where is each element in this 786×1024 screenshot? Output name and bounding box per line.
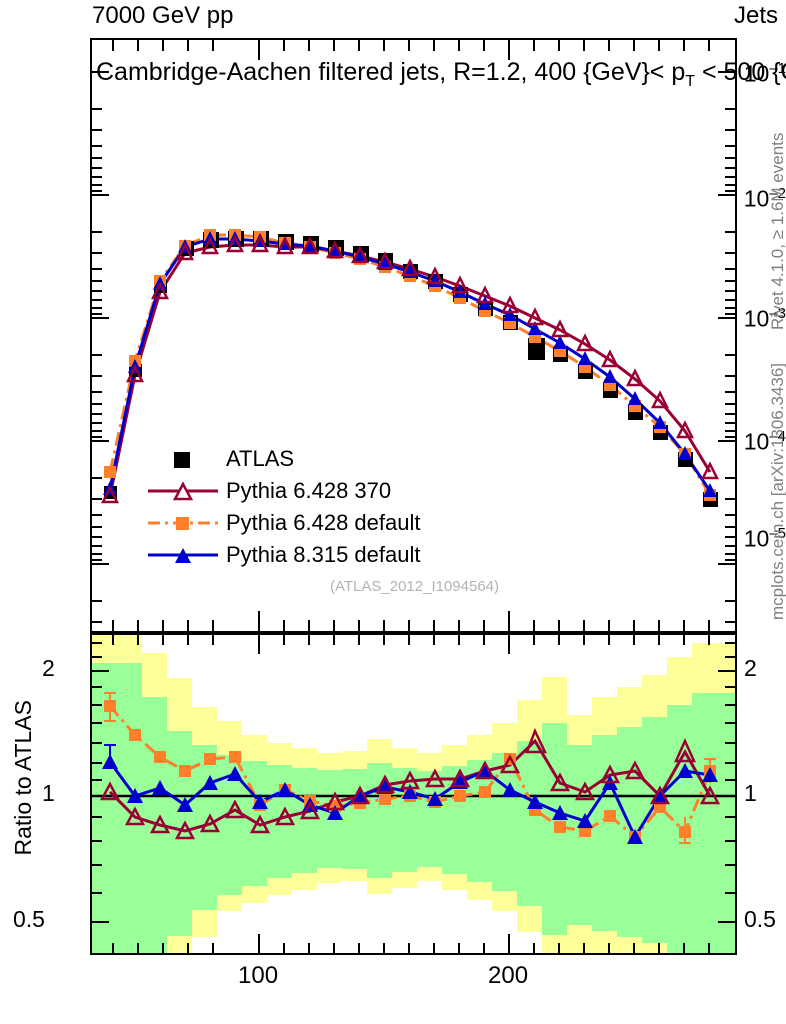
legend-label-pythia6-370: Pythia 6.428 370 xyxy=(226,478,392,503)
legend-label-pythia8-default: Pythia 8.315 default xyxy=(226,542,421,567)
main-x-ticks-bottom xyxy=(112,611,710,631)
ratio-x-ticks-top xyxy=(112,635,710,654)
ratio-y-tick-label-1: 1 xyxy=(42,780,55,806)
ratio-axis-label: Ratio to ATLAS xyxy=(10,700,36,856)
legend-swatch-atlas xyxy=(174,452,190,468)
main-x-ticks-top xyxy=(112,40,710,60)
legend-item-atlas[interactable]: ATLAS xyxy=(146,444,476,476)
y-tick-label-1e-5: 10–5 xyxy=(743,525,786,552)
ratio-y-tick-label-2: 2 xyxy=(42,655,55,681)
x-tick-label-200: 200 xyxy=(488,962,529,989)
collision-energy-label: 7000 GeV pp xyxy=(92,2,234,29)
analysis-id-watermark: (ATLAS_2012_I1094564) xyxy=(330,578,500,595)
mcplots-source-caption: mcplots.cern.ch [arXiv:1306.3436] xyxy=(768,362,786,620)
ratio-y-tick-label-0.5: 0.5 xyxy=(13,906,45,932)
ratio-y-tick-label-1-right: 1 xyxy=(744,780,757,806)
ratio-y-ticks xyxy=(92,642,735,923)
y-tick-label-1e-1: 10–1 xyxy=(743,60,786,87)
plot-title: Cambridge-Aachen filtered jets, R=1.2, 4… xyxy=(96,58,786,91)
legend-item-pythia8-default[interactable]: Pythia 8.315 default xyxy=(146,540,476,572)
legend-swatch-pythia6-default xyxy=(148,517,218,530)
y-tick-label-1e-3: 10–3 xyxy=(743,305,786,332)
y-tick-label-1e-4: 10–4 xyxy=(743,428,786,455)
legend-swatch-pythia8-default xyxy=(148,548,218,563)
y-tick-label-1e-2: 10–2 xyxy=(743,185,786,212)
legend: ATLAS Pythia 6.428 370 Pythia 6.428 defa… xyxy=(146,444,476,572)
main-plot-canvas xyxy=(92,40,735,631)
rivet-version-caption: Rivet 4.1.0, ≥ 1.6M events xyxy=(768,132,786,330)
plot-title-head: Cambridge-Aachen filtered jets, R=1.2, 4… xyxy=(96,58,686,86)
plot-title-subscript: T xyxy=(685,73,696,90)
series-markers-pythia6-370 xyxy=(100,234,720,504)
plot-title-tail: < 500 {GeV} xyxy=(701,58,786,86)
legend-label-pythia6-default: Pythia 6.428 default xyxy=(226,510,421,535)
ratio-errorbars-pythia8-default xyxy=(104,744,116,769)
main-y-ticks xyxy=(92,71,735,623)
legend-item-pythia6-370[interactable]: Pythia 6.428 370 xyxy=(146,476,476,508)
legend-label-atlas: ATLAS xyxy=(226,446,295,471)
legend-item-pythia6-default[interactable]: Pythia 6.428 default xyxy=(146,508,476,540)
analysis-category-label: Jets xyxy=(733,2,778,29)
ratio-x-ticks-bottom xyxy=(112,934,710,953)
ratio-markers-pythia6-370 xyxy=(99,727,721,840)
ratio-plot-canvas xyxy=(92,635,735,953)
ratio-y-tick-label-0.5-right: 0.5 xyxy=(744,906,776,932)
ratio-y-tick-label-2-right: 2 xyxy=(744,655,757,681)
main-plot-panel xyxy=(90,38,737,633)
legend-swatch-pythia6-370 xyxy=(148,481,218,501)
x-tick-label-100: 100 xyxy=(238,962,279,989)
